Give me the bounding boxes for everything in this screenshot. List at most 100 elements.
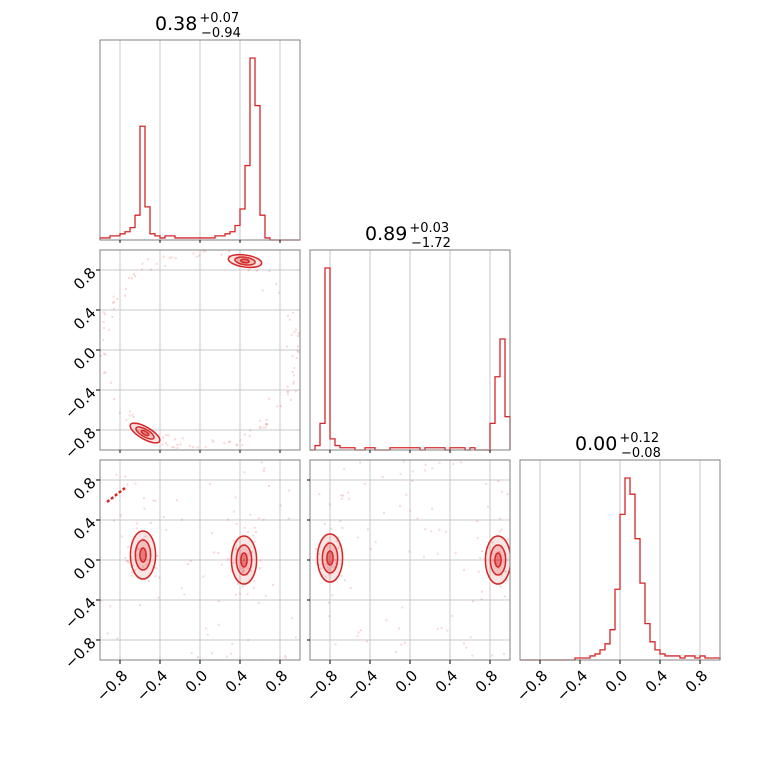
scatter-point: [505, 570, 508, 573]
scatter-point: [154, 499, 157, 502]
scatter-point: [385, 619, 388, 622]
scatter-point: [341, 494, 344, 497]
scatter-point: [161, 443, 164, 446]
y-tick-label: −0.4: [61, 594, 99, 632]
scatter-point: [359, 629, 362, 632]
scatter-point: [217, 551, 220, 554]
scatter-point: [154, 575, 157, 578]
scatter-point: [210, 532, 213, 535]
scatter-point: [321, 573, 324, 576]
scatter-point: [254, 530, 257, 533]
x-tick-label: 0.4: [432, 667, 462, 697]
scatter-point: [259, 419, 262, 422]
scatter-point: [405, 493, 408, 496]
scatter-point: [357, 631, 360, 634]
scatter-point: [223, 442, 226, 445]
scatter-point: [366, 528, 369, 531]
scatter-point: [500, 490, 503, 493]
x-tick-label: −0.8: [303, 667, 341, 705]
density-contour-middle: [135, 426, 155, 440]
x-tick-label: −0.4: [343, 667, 381, 705]
scatter-point: [131, 571, 134, 574]
scatter-point: [242, 567, 245, 570]
scatter-point: [503, 561, 506, 564]
scatter-point: [422, 555, 425, 558]
scatter-point: [142, 537, 145, 540]
scatter-point: [287, 390, 290, 393]
scatter-point: [465, 646, 468, 649]
scatter-point: [491, 541, 494, 544]
histogram-line: [99, 57, 300, 241]
scatter-point: [394, 650, 397, 653]
scatter-point: [196, 446, 199, 449]
scatter-point: [155, 262, 158, 265]
title-plus-error: +0.03: [409, 221, 449, 236]
scatter-point: [289, 398, 292, 401]
scatter-point: [267, 397, 270, 400]
title-param-1: 0.89 +0.03 −1.72: [365, 221, 451, 251]
scatter-point: [506, 493, 509, 496]
scatter-point: [131, 564, 134, 567]
scatter-point: [497, 480, 500, 483]
scatter-point: [344, 579, 347, 582]
density-contour-inner: [139, 547, 147, 563]
scatter-point: [264, 426, 267, 429]
scatter-point: [293, 367, 296, 370]
scatter-point: [103, 371, 106, 374]
scatter-point: [292, 311, 295, 314]
scatter-point: [460, 461, 463, 464]
scatter-point: [133, 423, 136, 426]
scatter-point: [318, 493, 321, 496]
density-contour-inner: [240, 258, 250, 264]
x-tick-label: 0.4: [222, 667, 252, 697]
scatter-point: [472, 600, 475, 603]
scatter-point: [192, 252, 195, 255]
scatter-point: [212, 440, 215, 443]
scatter-point: [265, 422, 268, 425]
scatter-point: [506, 538, 509, 541]
scatter-point: [135, 527, 138, 530]
scatter-point: [164, 442, 167, 445]
scatter-point: [347, 491, 350, 494]
scatter-point: [399, 505, 402, 508]
x-tick-label: −0.8: [93, 667, 131, 705]
scatter-point: [296, 349, 299, 352]
scatter-point: [243, 433, 246, 436]
scatter-point: [166, 444, 169, 447]
scatter-point: [106, 632, 109, 635]
scatter-point: [259, 567, 262, 570]
title-minus-error: −0.08: [621, 446, 661, 461]
scatter-point: [112, 519, 115, 522]
density-contour-inner: [326, 550, 334, 566]
scatter-point: [239, 439, 242, 442]
scatter-point: [491, 552, 494, 555]
y-tick-label: 0.8: [70, 264, 100, 294]
scatter-point: [126, 483, 129, 486]
scatter-point: [183, 593, 186, 596]
scatter-point: [213, 551, 216, 554]
density-contour-middle: [134, 539, 152, 571]
scatter-point: [446, 629, 449, 632]
scatter-point: [411, 479, 414, 482]
scatter-point: [339, 520, 342, 523]
scatter-point: [174, 257, 177, 260]
scatter-point: [262, 518, 265, 521]
scatter-point: [247, 639, 250, 642]
scatter-point: [249, 513, 252, 516]
scatter-point: [275, 282, 278, 285]
scatter-point: [116, 298, 119, 301]
scatter-point: [136, 429, 139, 432]
scatter-point: [131, 413, 134, 416]
scatter-point: [292, 374, 295, 377]
y-tick-label: −0.8: [61, 424, 99, 462]
scatter-point: [246, 592, 249, 595]
scatter-point: [181, 437, 184, 440]
scatter-point: [343, 467, 346, 470]
title-value: 0.00: [575, 433, 617, 455]
scatter-point: [172, 446, 175, 449]
scatter-point: [205, 445, 208, 448]
scatter-point: [205, 627, 208, 630]
scatter-point: [129, 410, 132, 413]
scatter-point: [327, 541, 330, 544]
scatter-point: [232, 549, 235, 552]
